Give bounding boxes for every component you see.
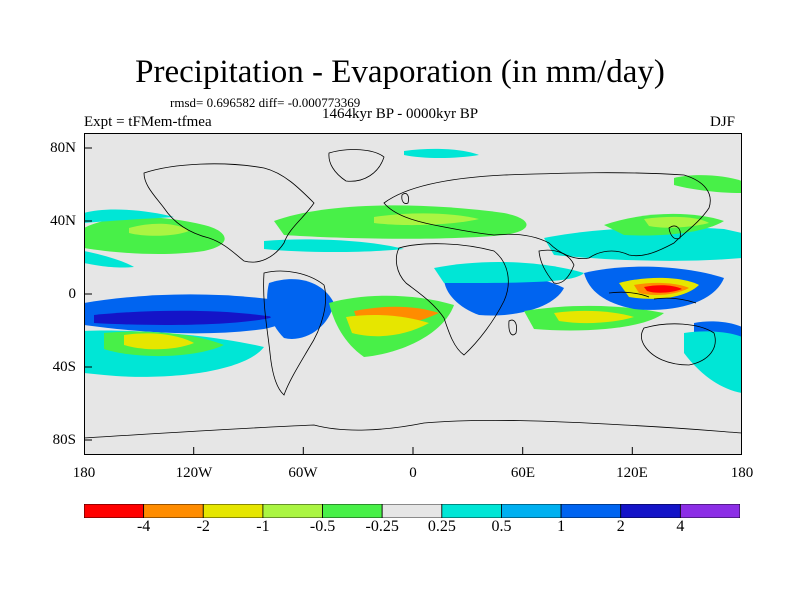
- colorbar-label: 0.5: [491, 518, 512, 535]
- colorbar-label: -0.25: [365, 518, 399, 535]
- blob-amazon-blue: [267, 279, 334, 339]
- colorbar-label: 4: [676, 518, 685, 535]
- coast-north-america: [143, 163, 315, 263]
- colorbar-cell: [202, 504, 264, 518]
- world-map: [84, 133, 742, 455]
- period-label: 1464kyr BP - 0000kyr BP: [322, 106, 479, 122]
- colorbar: [84, 504, 740, 518]
- colorbar-cell: [84, 504, 145, 518]
- colorbar-label: -4: [136, 518, 151, 535]
- coast-south-america: [263, 270, 327, 396]
- season-label: DJF: [710, 114, 736, 130]
- blob-natl-cyan: [264, 239, 404, 252]
- colorbar-cell: [322, 504, 383, 518]
- blob-wnpac-cyan: [544, 227, 742, 261]
- lon-tick-60w: 60W: [288, 465, 318, 481]
- lon-tick-120w: 120W: [175, 465, 213, 481]
- plot-title: Precipitation - Evaporation (in mm/day): [135, 54, 665, 90]
- coast-india: [538, 249, 575, 284]
- coast-eurasia: [383, 172, 711, 260]
- blob-satl-yellow: [346, 315, 429, 337]
- blob-arctic-cyan: [404, 148, 479, 158]
- coast-australia: [640, 323, 716, 366]
- colorbar-cell: [501, 504, 562, 518]
- coastlines: [84, 149, 742, 439]
- lat-tick-80S: 80S: [52, 432, 76, 448]
- stats-line: rmsd= 0.696582 diff= -0.000773369: [170, 95, 361, 110]
- coast-antarctica: [84, 419, 742, 439]
- coast-greenland: [328, 149, 385, 182]
- lon-tick-180w: 180: [72, 465, 96, 481]
- colorbar-cell: [441, 504, 502, 518]
- colorbar-cell: [143, 504, 204, 518]
- experiment-label: Expt = tFMem-tfmea: [84, 114, 212, 130]
- colorbar-label: -2: [196, 518, 210, 535]
- blob-npac-yellow: [129, 223, 189, 236]
- blob-mc-red: [644, 285, 682, 293]
- blob-sepac-cyan: [684, 331, 742, 393]
- blob-africa-blue: [444, 272, 564, 316]
- blob-wnpac-yellow: [644, 216, 709, 228]
- blob-epac-darkblue: [94, 310, 274, 325]
- blob-indian-yellow: [554, 310, 634, 324]
- anomaly-fields: [84, 148, 742, 393]
- lon-tick-120e: 120E: [616, 465, 648, 481]
- coast-madagascar: [508, 319, 517, 336]
- colorbar-label: 2: [616, 518, 625, 535]
- colorbar-label: -1: [256, 518, 270, 535]
- colorbar-label: 1: [557, 518, 566, 535]
- colorbar-label: 0.25: [427, 518, 456, 535]
- coast-japan: [668, 225, 681, 240]
- colorbar-cell: [381, 504, 443, 518]
- blob-npac-cyan2: [84, 209, 174, 223]
- lon-tick-0: 0: [409, 465, 417, 481]
- lat-tick-80N: 80N: [50, 140, 76, 156]
- blob-africa-cyan: [434, 261, 584, 283]
- lon-tick-60e: 60E: [510, 465, 536, 481]
- coast-uk: [401, 193, 409, 204]
- colorbar-cell: [620, 504, 681, 518]
- blob-spac-yellow: [124, 333, 194, 350]
- blob-natl-yellow: [374, 213, 479, 226]
- colorbar-cell: [262, 504, 323, 518]
- lat-tick-40N: 40N: [50, 213, 76, 229]
- colorbar-cell: [679, 504, 740, 518]
- blob-npac-cyan: [84, 251, 134, 268]
- colorbar-label: -0.5: [309, 518, 336, 535]
- coast-africa: [395, 243, 509, 356]
- colorbar-cell: [560, 504, 622, 518]
- coast-indonesia: [608, 291, 697, 304]
- lat-tick-40S: 40S: [52, 359, 76, 375]
- axis-ticks: [84, 147, 633, 455]
- blob-arctic-green: [674, 175, 742, 193]
- lat-tick-0: 0: [68, 286, 77, 302]
- lon-tick-180e: 180: [730, 465, 754, 481]
